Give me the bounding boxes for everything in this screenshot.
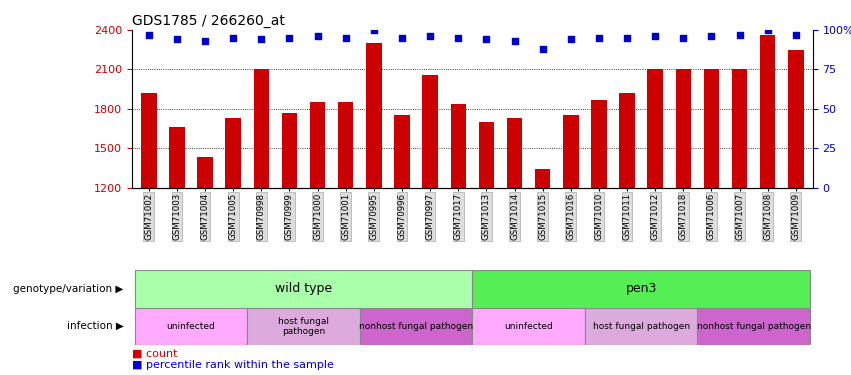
Point [311,33,324,39]
Text: uninfected: uninfected [167,322,215,331]
Point [170,36,184,42]
Point [198,38,212,44]
Bar [169,127,185,188]
Text: nonhost fungal pathogen: nonhost fungal pathogen [697,322,811,331]
Bar [585,308,697,345]
Text: host fungal
pathogen: host fungal pathogen [278,316,329,336]
Bar [282,112,297,188]
Text: GDS1785 / 266260_at: GDS1785 / 266260_at [132,13,285,28]
Bar [563,116,579,188]
Bar [450,104,466,188]
Bar [310,102,325,188]
Point [367,27,380,33]
Bar [366,43,381,188]
Point [733,32,746,38]
Bar [422,75,438,188]
Bar [506,118,523,188]
Bar [732,69,747,188]
Bar [248,308,360,345]
Point [395,35,408,41]
Bar [338,102,353,188]
Text: infection ▶: infection ▶ [66,321,123,331]
Text: genotype/variation ▶: genotype/variation ▶ [13,284,123,294]
Bar [620,93,635,188]
Text: ■ percentile rank within the sample: ■ percentile rank within the sample [132,360,334,369]
Bar [472,270,810,308]
Bar [134,270,472,308]
Text: nonhost fungal pathogen: nonhost fungal pathogen [359,322,473,331]
Point [508,38,522,44]
Point [677,35,690,41]
Point [789,32,802,38]
Bar [197,158,213,188]
Bar [226,118,241,188]
Point [283,35,296,41]
Point [226,35,240,41]
Bar [134,308,248,345]
Point [254,36,268,42]
Text: uninfected: uninfected [504,322,553,331]
Bar [788,50,803,188]
Point [620,35,634,41]
Bar [394,116,409,188]
Bar [141,93,157,188]
Bar [254,69,269,188]
Bar [704,69,719,188]
Text: pen3: pen3 [625,282,657,295]
Point [592,35,606,41]
Point [648,33,662,39]
Point [536,46,550,52]
Bar [697,308,810,345]
Point [142,32,156,38]
Point [564,36,578,42]
Point [761,27,774,33]
Text: ■ count: ■ count [132,348,177,358]
Bar [535,169,551,188]
Bar [676,69,691,188]
Text: host fungal pathogen: host fungal pathogen [592,322,689,331]
Point [451,35,465,41]
Point [480,36,494,42]
Bar [360,308,472,345]
Point [705,33,718,39]
Point [339,35,352,41]
Text: wild type: wild type [275,282,332,295]
Bar [478,122,494,188]
Bar [648,69,663,188]
Point [423,33,437,39]
Bar [472,308,585,345]
Bar [760,35,775,188]
Bar [591,100,607,188]
